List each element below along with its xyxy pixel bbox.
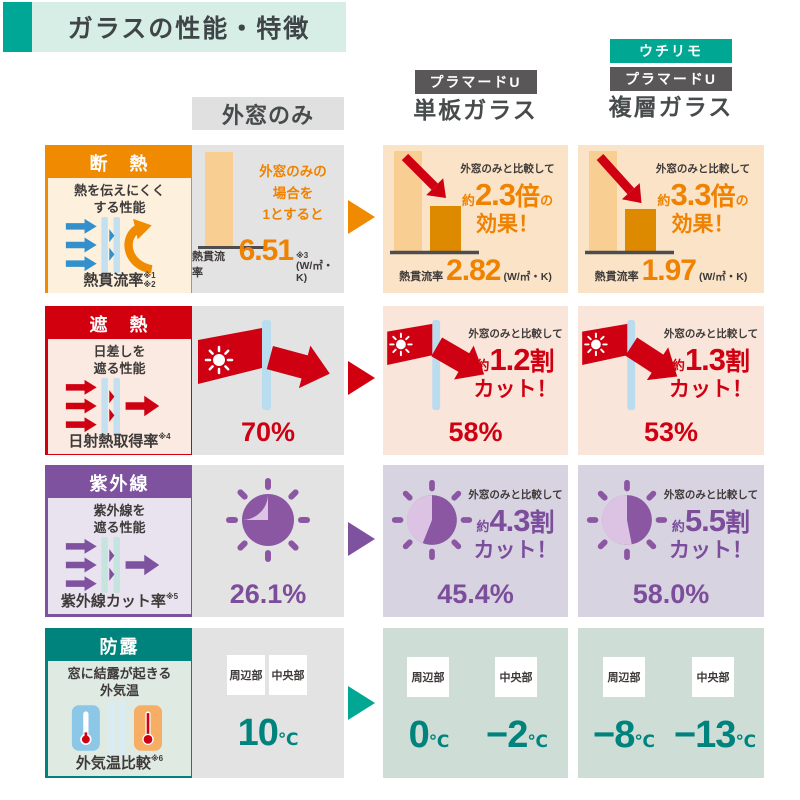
shgc-outer: 70%	[240, 417, 296, 447]
row-title-insulation: 断 熱	[48, 148, 191, 178]
effect-shading-single: 外窓のみと比較して 約 1.2 割 カット！	[468, 328, 563, 401]
cell-shading-single: 外窓のみと比較して 約 1.2 割 カット！ 58%	[383, 306, 568, 455]
effect-uv-double: 外窓のみと比較して 約 5.5 割 カット！	[663, 489, 759, 562]
uv-pie-sun-icon	[586, 479, 668, 561]
sunlight-cut-icon	[387, 319, 485, 411]
sun-icon	[389, 332, 413, 357]
row-desc-shading: 日差しを 遮る性能	[93, 344, 146, 376]
dew-temp-double-edge: −8℃	[593, 714, 655, 756]
center-label-box: 中央部	[692, 657, 734, 697]
row-title-shading: 遮 熱	[48, 309, 191, 339]
row-label-insulation: 断 熱 熱を伝えにくく する性能 熱貫流率 ※1 ※2	[45, 145, 194, 294]
cell-uv-single: 外窓のみと比較して 約 4.3 割 カット！ 45.4%	[383, 465, 568, 617]
row-metric-dew: 外気温比較 ※6	[75, 753, 164, 772]
shgc-double: 53%	[643, 417, 699, 447]
title-accent-square	[3, 2, 32, 52]
u-value-outer: 熱貫流率 6.51 ※3 (W/㎡・K)	[192, 233, 334, 284]
cell-insulation-double: 外窓のみと比較して 約 3.3 倍の 効果！ 熱貫流率 1.97 (W/㎡・K)	[578, 145, 764, 293]
bar-chart-single-icon	[390, 151, 479, 255]
page-title: ガラスの性能・特徴	[32, 2, 346, 52]
dew-temp-double-center: −13℃	[673, 714, 757, 756]
insulation-icon	[65, 216, 153, 273]
drop-arrow-icon	[596, 153, 642, 204]
dew-temp-single-center: −2℃	[486, 714, 548, 756]
drop-arrow-icon	[401, 153, 447, 199]
u-value-single: 熱貫流率 2.82 (W/㎡・K)	[399, 254, 552, 287]
row-title-dew: 防露	[48, 631, 191, 661]
cell-shading-double: 外窓のみと比較して 約 1.3 割 カット！ 53%	[578, 306, 764, 455]
column-header-double-glass: ウチリモ プラマードU 複層ガラス	[578, 39, 764, 121]
column-title-double-glass: 複層ガラス	[608, 94, 734, 121]
edge-label-box: 周辺部	[603, 657, 645, 697]
thermometer-icon	[141, 711, 154, 745]
row-label-uv: 紫外線 紫外線を 遮る性能 紫外線カット率 ※5	[45, 465, 194, 617]
column-header-single-glass: プラマードU 単板ガラス	[383, 70, 568, 123]
uv-cut-single: 45.4%	[437, 579, 514, 609]
cell-insulation-single: 外窓のみと比較して 約 2.3 倍の 効果！ 熱貫流率 2.82 (W/㎡・K)	[383, 145, 568, 293]
uv-cut-outer: 26.1%	[229, 579, 307, 609]
row-desc-uv: 紫外線を 遮る性能	[93, 503, 146, 535]
cell-dew-single: 周辺部 中央部 0℃ −2℃	[383, 628, 568, 778]
effect-shading-double: 外窓のみと比較して 約 1.3 割 カット！	[663, 328, 759, 401]
cell-dew-outer: 周辺部 中央部 10℃	[192, 628, 344, 778]
shgc-single: 58%	[448, 417, 503, 447]
edge-label-box: 周辺部	[227, 655, 265, 695]
flow-arrow-dew	[348, 686, 375, 720]
plamado-u-badge-2: プラマードU	[610, 67, 732, 92]
cell-uv-double: 外窓のみと比較して 約 5.5 割 カット！ 58.0%	[578, 465, 764, 617]
row-label-dew: 防露 窓に結露が起きる 外気温	[45, 628, 194, 778]
sunlight-arrow-icon	[198, 320, 330, 410]
dew-temp-single-edge: 0℃	[408, 714, 450, 756]
effect-insulation-single: 外窓のみと比較して 約 2.3 倍の 効果！	[460, 163, 555, 236]
u-value-double: 熱貫流率 1.97 (W/㎡・K)	[594, 254, 748, 287]
uv-pie-sun-icon	[226, 478, 310, 562]
bar-outer-window	[205, 152, 233, 246]
row-desc-dew: 窓に結露が起きる 外気温	[67, 666, 172, 698]
flow-arrow-shading	[348, 361, 375, 395]
thermometer-compare-icon	[71, 700, 162, 755]
bar-baseline	[198, 246, 266, 249]
row-metric-shading: 日射熱取得率 ※4	[68, 431, 171, 450]
column-header-outer-window: 外窓のみ	[192, 97, 344, 130]
row-label-shading: 遮 熱 日差しを 遮る性能 日射熱取得率 ※4	[45, 306, 194, 455]
column-title-single-glass: 単板ガラス	[413, 97, 538, 124]
shading-icon	[65, 377, 159, 434]
sunlight-cut-icon	[582, 319, 678, 411]
cell-insulation-outer: 外窓のみの 場合を 1とすると 熱貫流率 6.51 ※3 (W/㎡・K)	[192, 145, 344, 293]
uv-pie-sun-icon	[391, 479, 473, 561]
row-desc-insulation: 熱を伝えにくく する性能	[74, 183, 165, 215]
effect-uv-single: 外窓のみと比較して 約 4.3 割 カット！	[468, 489, 563, 562]
cell-dew-double: 周辺部 中央部 −8℃ −13℃	[578, 628, 764, 778]
row-metric-uv: 紫外線カット率 ※5	[60, 591, 179, 610]
plamado-u-badge: プラマードU	[414, 70, 537, 95]
cell-shading-outer: 70%	[192, 306, 344, 455]
sun-icon	[204, 345, 234, 375]
sun-icon	[584, 332, 608, 357]
effect-insulation-double: 外窓のみと比較して 約 3.3 倍の 効果！	[655, 163, 751, 236]
uv-cut-double: 58.0%	[632, 579, 710, 609]
dew-temp-outer: 10℃	[237, 712, 299, 754]
flow-arrow-uv	[348, 522, 375, 556]
row-metric-insulation: 熱貫流率 ※1 ※2	[83, 270, 156, 289]
center-label-box: 中央部	[269, 655, 307, 695]
cell-uv-outer: 26.1%	[192, 465, 344, 617]
center-label-box: 中央部	[495, 657, 537, 697]
thermometer-icon	[79, 711, 92, 745]
edge-label-box: 周辺部	[407, 657, 449, 697]
baseline-note: 外窓のみの 場合を 1とすると	[259, 164, 327, 223]
uchirimo-badge: ウチリモ	[610, 39, 732, 64]
flow-arrow-insulation	[348, 200, 375, 234]
row-title-uv: 紫外線	[48, 468, 191, 498]
bar-chart-double-icon	[585, 151, 674, 255]
uv-icon	[65, 537, 159, 594]
